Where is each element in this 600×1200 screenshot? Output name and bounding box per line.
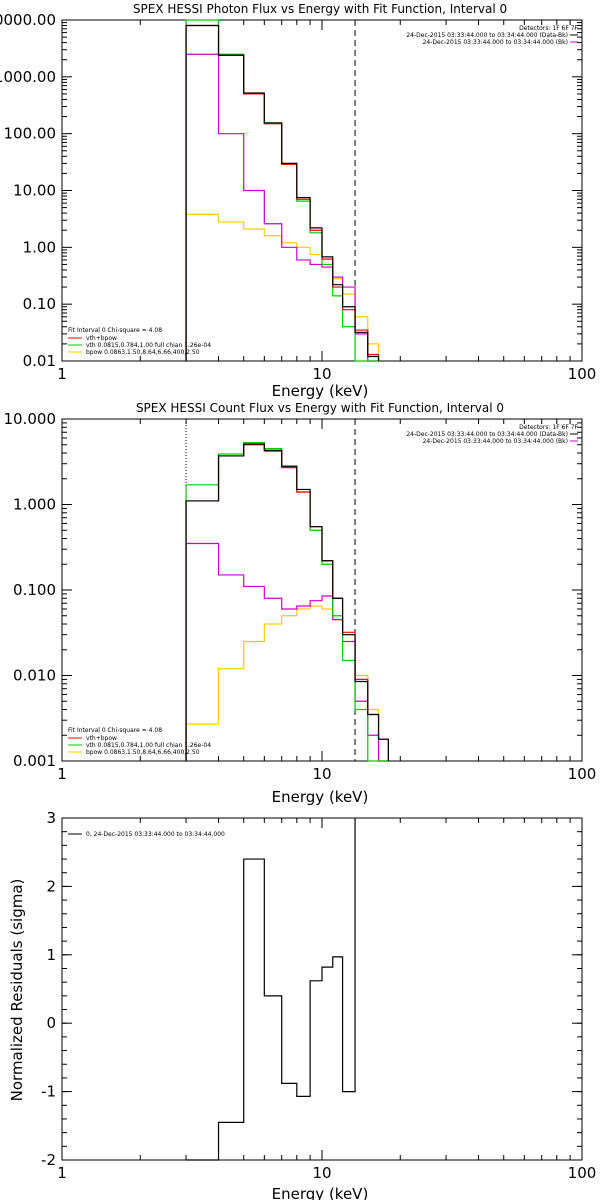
photon-flux-series-data — [185, 24, 380, 361]
count-flux-y-tick-label: 10.000 — [4, 410, 57, 428]
photon-flux-legend: Fit Interval 0 Chi-square = 4.08 vth+bpo… — [68, 327, 211, 356]
count-flux-fit-label: Fit Interval 0 Chi-square = 4.08 — [68, 727, 162, 734]
photon-flux-series-total — [185, 24, 380, 361]
photon-flux-x-tick-label: 100 — [568, 365, 597, 383]
photon-flux-title: SPEX HESSI Photon Flux vs Energy with Fi… — [133, 2, 507, 16]
photon-flux-panel: SPEX HESSI Photon Flux vs Energy with Fi… — [0, 2, 596, 400]
count-flux-y-tick-label: 0.100 — [13, 581, 56, 599]
count-flux-series-background — [185, 542, 389, 762]
residuals-x-tick-label: 100 — [568, 1164, 597, 1182]
count-flux-y-tick-label: 0.010 — [13, 667, 56, 685]
photon-flux-y-tick-label: 0.01 — [23, 352, 56, 370]
residuals-y-tick-label: 0 — [46, 1014, 56, 1032]
count-flux-series-bpow — [185, 605, 389, 762]
count-flux-title: SPEX HESSI Count Flux vs Energy with Fit… — [136, 401, 504, 415]
count-flux-x-tick-label: 10 — [312, 765, 331, 783]
photon-flux-y-tick-label: 1000.00 — [0, 68, 56, 86]
count-flux-plot-frame — [61, 418, 583, 762]
residuals-y-tick-label: 1 — [46, 946, 56, 964]
count-flux-series-vth — [185, 441, 389, 762]
residuals-x-axis-label: Energy (keV) — [272, 1185, 369, 1200]
count-flux-info-block: Detectors: 1F 6F 7F 24-Dec-2015 03:33:44… — [406, 424, 578, 445]
residuals-y-axis-label: Normalized Residuals (sigma) — [8, 879, 26, 1102]
residuals-y-tick-label: -2 — [41, 1151, 56, 1169]
count-flux-legend-total: vth+bpow — [86, 735, 117, 742]
residuals-plot-frame — [61, 817, 583, 1161]
residuals-x-tick-label: 1 — [57, 1164, 67, 1182]
photon-flux-y-tick-label: 10.00 — [13, 182, 56, 200]
count-flux-y-tick-label: 1.000 — [13, 496, 56, 514]
photon-flux-legend-vth: vth 0.0815,0.784,1.00 full chian 1.26e-0… — [86, 342, 211, 349]
photon-flux-fit-label: Fit Interval 0 Chi-square = 4.08 — [68, 327, 162, 334]
photon-flux-bk-interval-label: 24-Dec-2015 03:33:44.000 to 03:34:44.000… — [423, 39, 568, 46]
photon-flux-x-tick-label: 10 — [312, 365, 331, 383]
residuals-panel: Energy (keV) Normalized Residuals (sigma… — [8, 809, 596, 1200]
photon-flux-x-tick-label: 1 — [57, 365, 67, 383]
count-flux-legend-vth: vth 0.0815,0.784,1.00 full chian 1.26e-0… — [86, 742, 211, 749]
count-flux-series-data — [185, 443, 389, 761]
residuals-x-tick-label: 10 — [312, 1164, 331, 1182]
count-flux-series-total — [185, 444, 389, 761]
photon-flux-info-block: Detectors: 1F 6F 7F 24-Dec-2015 03:33:44… — [406, 25, 578, 46]
count-flux-legend: Fit Interval 0 Chi-square = 4.08 vth+bpo… — [68, 727, 211, 756]
count-flux-x-tick-label: 100 — [568, 765, 597, 783]
count-flux-y-tick-label: 0.001 — [13, 752, 56, 770]
count-flux-bk-interval-label: 24-Dec-2015 03:33:44.000 to 03:34:44.000… — [423, 438, 568, 445]
photon-flux-y-tick-label: 0000.00 — [0, 11, 56, 29]
residuals-legend: 0, 24-Dec-2015 03:33:44.000 to 03:34:44.… — [68, 831, 225, 838]
photon-flux-legend-total: vth+bpow — [86, 335, 117, 342]
photon-flux-y-tick-label: 100.00 — [4, 125, 57, 143]
photon-flux-x-axis-label: Energy (keV) — [272, 382, 369, 400]
photon-flux-y-tick-label: 1.00 — [23, 238, 56, 256]
photon-flux-series-vth — [185, 19, 379, 362]
photon-flux-series-background — [185, 53, 379, 362]
photon-flux-detectors-label: Detectors: 1F 6F 7F — [519, 25, 578, 32]
photon-flux-y-tick-label: 0.10 — [23, 295, 56, 313]
photon-flux-plot-frame — [61, 19, 583, 362]
residuals-series-data — [186, 818, 356, 1161]
count-flux-legend-bpow: bpow 0.0863,1.50,8.64,6.66,400,2.50 — [86, 749, 200, 756]
count-flux-data-interval-label: 24-Dec-2015 03:33:44.000 to 03:34:44.000… — [406, 431, 568, 438]
count-flux-x-tick-label: 1 — [57, 765, 67, 783]
residuals-legend-label: 0, 24-Dec-2015 03:33:44.000 to 03:34:44.… — [86, 831, 225, 838]
count-flux-x-axis-label: Energy (keV) — [272, 788, 369, 806]
residuals-y-tick-label: -1 — [41, 1083, 56, 1101]
photon-flux-legend-bpow: bpow 0.0863,1.50,8.64,6.66,400,2.50 — [86, 349, 200, 356]
residuals-y-tick-label: 2 — [46, 877, 56, 895]
count-flux-detectors-label: Detectors: 1F 6F 7F — [519, 424, 578, 431]
count-flux-panel: SPEX HESSI Count Flux vs Energy with Fit… — [4, 401, 597, 806]
photon-flux-data-interval-label: 24-Dec-2015 03:33:44.000 to 03:34:44.000… — [406, 32, 568, 39]
residuals-y-tick-label: 3 — [46, 809, 56, 827]
